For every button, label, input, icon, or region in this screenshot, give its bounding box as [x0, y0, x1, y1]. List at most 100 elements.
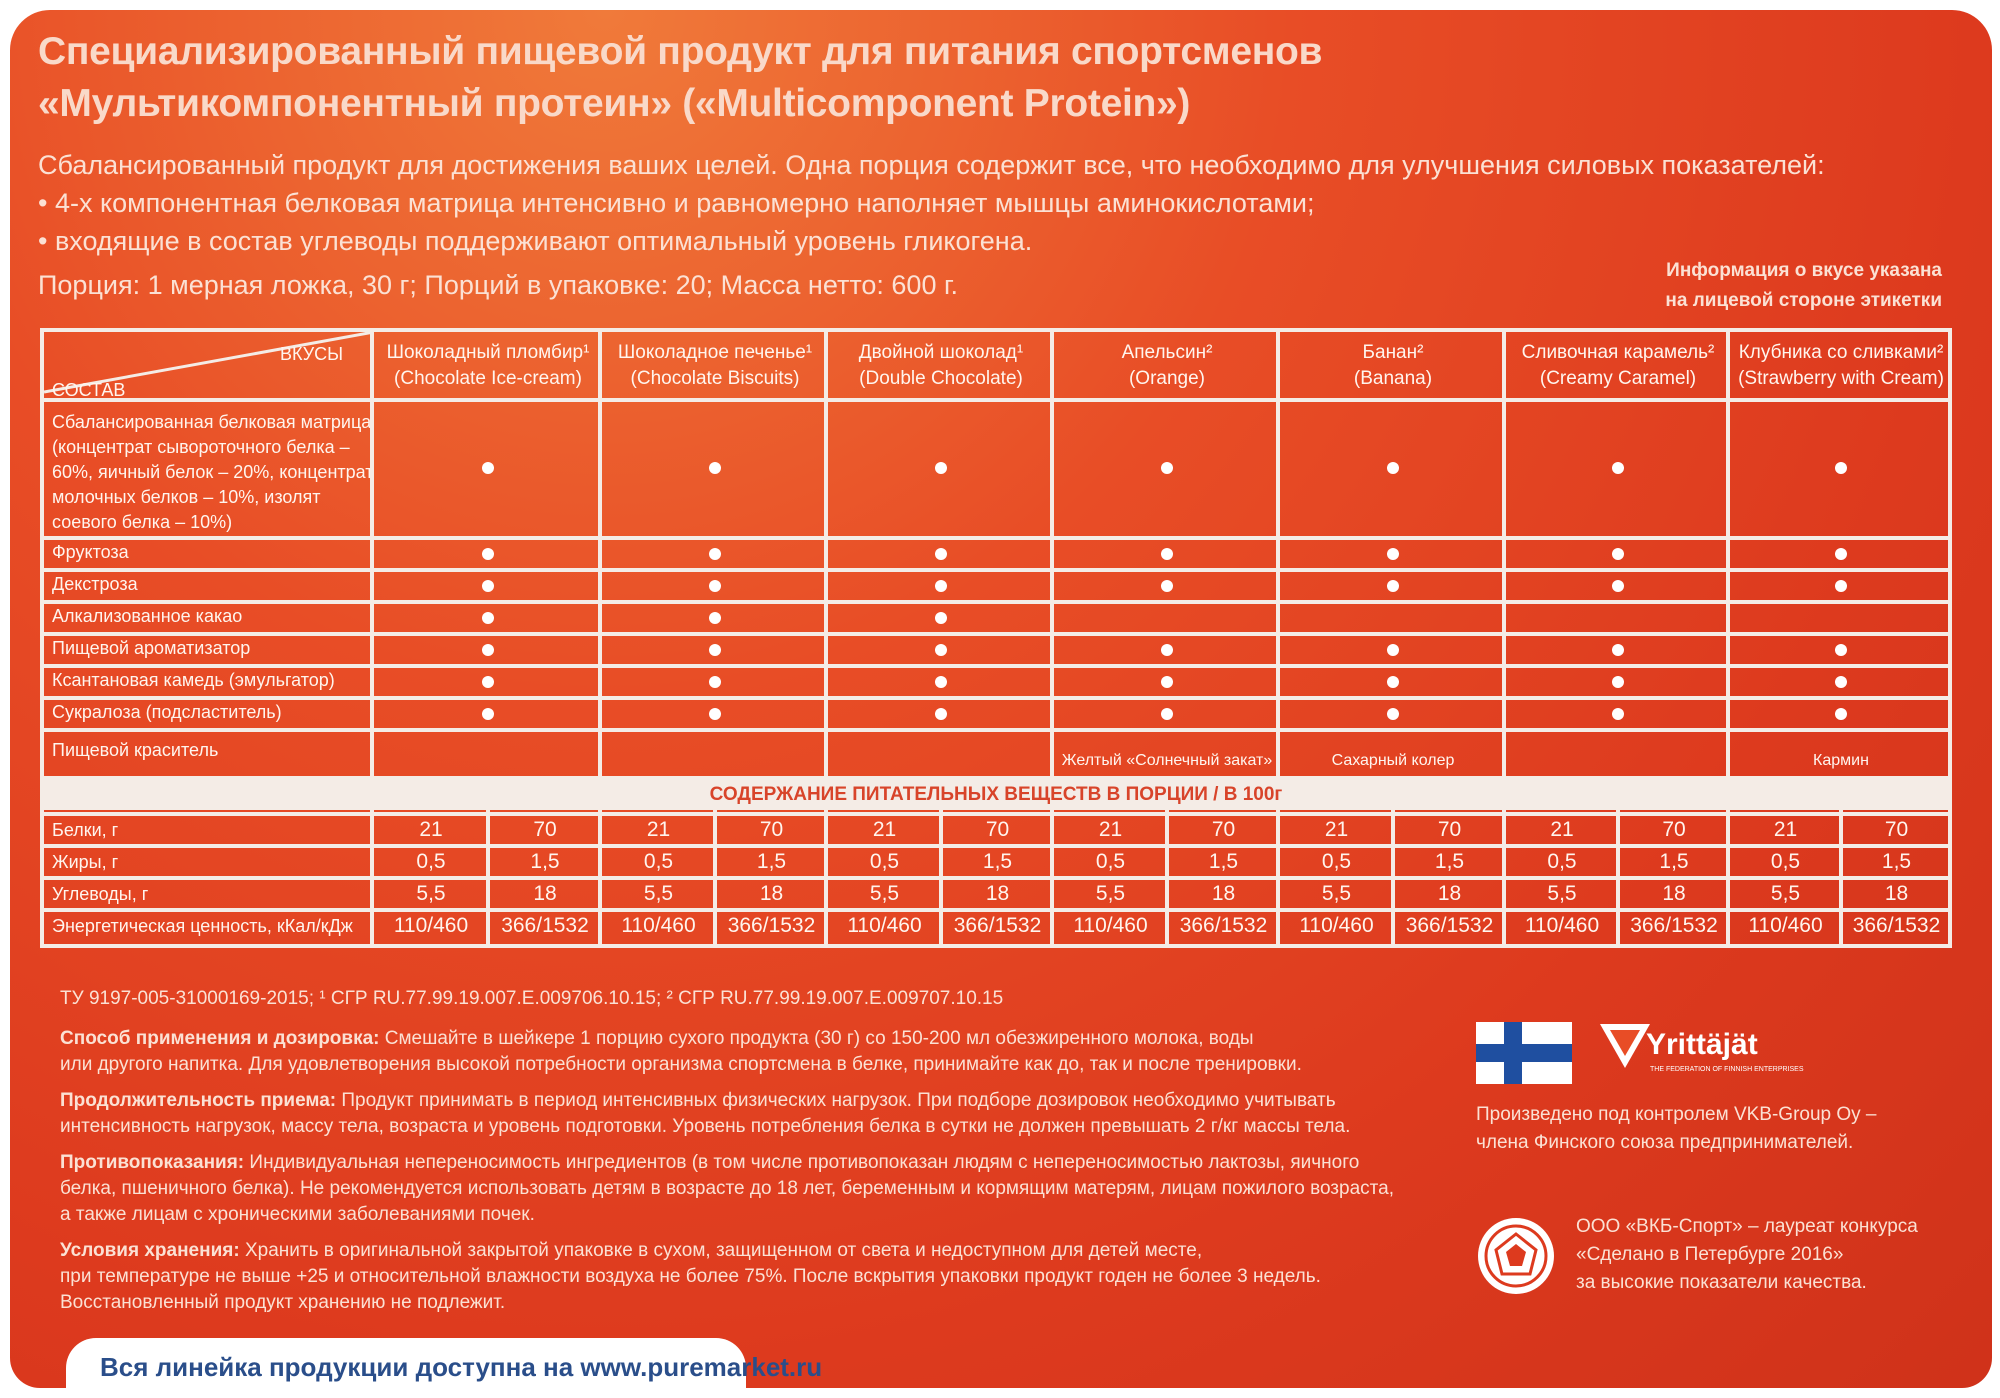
nutrition-per100-value: 70: [759, 818, 784, 841]
intro-line-3: • входящие в состав углеводы поддерживаю…: [38, 226, 1033, 256]
colorant-value: Желтый «Солнечный закат»: [1061, 752, 1273, 769]
nutrition-portion-value: 110/460: [1524, 914, 1600, 937]
presence-dot: [1612, 644, 1624, 656]
presence-dot: [1835, 462, 1847, 474]
presence-dot: [709, 644, 721, 656]
nutrition-per100-value: 1,5: [1208, 850, 1239, 873]
nutrition-portion-value: 110/460: [1748, 914, 1823, 937]
nutrition-per100-value: 18: [985, 882, 1010, 905]
grid-hline: [40, 632, 1952, 636]
nutrition-per100-value: 366/1532: [501, 914, 589, 937]
flavor-header-en: (Orange): [1128, 368, 1206, 389]
grid-vline: [824, 328, 828, 780]
presence-dot: [1835, 676, 1847, 688]
title-line-1: Специализированный пищевой продукт для п…: [38, 30, 1323, 73]
nutrition-per100-value: 18: [1884, 882, 1909, 905]
nutrition-per100-value: 70: [985, 818, 1010, 841]
nutrition-portion-value: 0,5: [869, 850, 900, 873]
presence-dot: [1161, 462, 1173, 474]
nutrition-label: Энергетическая ценность, кКал/кДж: [52, 916, 353, 936]
nutrition-per100-value: 1,5: [1881, 850, 1912, 873]
storage-text-2: при температуре не выше +25 и относитель…: [60, 1266, 1321, 1287]
presence-dot: [709, 580, 721, 592]
presence-dot: [1161, 676, 1173, 688]
colorant-value: Кармин: [1813, 752, 1869, 769]
nutrition-per100-value: 366/1532: [727, 914, 816, 937]
grid-vline: [1276, 810, 1280, 948]
grid-hline: [40, 536, 1952, 540]
nutrition-portion-value: 21: [872, 818, 897, 841]
nutrition-portion-value: 110/460: [1299, 914, 1374, 937]
duration-block: Продолжительность приема: Продукт приним…: [60, 1088, 1350, 1140]
nutrition-per100-value: 1,5: [1434, 850, 1465, 873]
presence-dot: [935, 644, 947, 656]
yrittajat-subtitle: THE FEDERATION OF FINNISH ENTERPRISES: [1650, 1066, 1804, 1073]
ingredient-label: Пищевой ароматизатор: [52, 638, 251, 658]
website-link[interactable]: Вся линейка продукции доступна на www.pu…: [100, 1352, 823, 1382]
grid-vline: [1502, 810, 1506, 948]
yrittajat-logo-icon: [1600, 1024, 1650, 1068]
nutrition-per100-value: 366/1532: [953, 914, 1042, 937]
nutrition-portion-value: 110/460: [621, 914, 696, 937]
contraindications-block: Противопоказания: Индивидуальная неперен…: [60, 1150, 1394, 1228]
nutrition-per100-value: 18: [759, 882, 784, 905]
grid-vline: [370, 328, 374, 780]
intro-line-2: • 4-х компонентная белковая матрица инте…: [38, 188, 1315, 218]
nutrition-portion-value: 0,5: [643, 850, 674, 873]
presence-dot: [1161, 580, 1173, 592]
presence-dot: [482, 548, 494, 560]
flavor-header-en: (Chocolate Ice-cream): [394, 368, 582, 389]
ingredient-label: Сукралоза (подсластитель): [52, 702, 282, 722]
flavor-header-ru: Апельсин²: [1121, 342, 1213, 363]
grid-hline: [40, 398, 1952, 402]
nutrition-per100-value: 70: [1211, 818, 1236, 841]
presence-dot: [935, 612, 947, 624]
grid-vline: [486, 810, 490, 948]
grid-hline: [40, 568, 1952, 572]
grid-hline: [40, 844, 1952, 848]
contra-text-1: Индивидуальная непереносимость ингредиен…: [244, 1152, 1360, 1173]
presence-dot: [1387, 580, 1399, 592]
flavor-header-en: (Strawberry with Cream): [1738, 368, 1944, 389]
flavor-header-en: (Double Chocolate): [859, 368, 1023, 389]
storage-text-3: Восстановленный продукт хранению не подл…: [60, 1292, 506, 1313]
presence-dot: [1161, 548, 1173, 560]
nutrition-portion-value: 110/460: [393, 914, 469, 937]
presence-dot: [482, 676, 494, 688]
matrix-label-line: молочных белков – 10%, изолят: [52, 487, 321, 507]
taste-info-line-1: Информация о вкусе указана: [1666, 260, 1942, 281]
grid-hline: [40, 328, 1952, 332]
presence-dot: [935, 708, 947, 720]
matrix-label-line: соевого белка – 10%): [52, 512, 233, 532]
contra-text-2: белка, пшеничного белка). Не рекомендует…: [60, 1178, 1394, 1199]
nutrition-per100-value: 366/1532: [1405, 914, 1494, 937]
presence-dot: [1612, 548, 1624, 560]
flavor-header-ru: Шоколадный пломбир¹: [386, 342, 590, 363]
grid-vline: [1726, 810, 1730, 948]
grid-vline: [713, 810, 717, 948]
corner-composition-label: СОСТАВ: [52, 380, 126, 400]
nutrition-portion-value: 21: [646, 818, 671, 841]
nutrition-portion-value: 21: [419, 818, 443, 841]
nutrition-per100-value: 366/1532: [1630, 914, 1718, 937]
nutrition-portion-value: 5,5: [416, 882, 446, 905]
nutrition-portion-value: 0,5: [416, 850, 446, 873]
grid-vline: [939, 810, 943, 948]
presence-dot: [1387, 548, 1399, 560]
grid-vline: [1165, 810, 1169, 948]
grid-vline: [1948, 328, 1952, 948]
matrix-label-line: Сбалансированная белковая матрица: [52, 412, 372, 432]
website-banner: Вся линейка продукции доступна на www.pu…: [66, 1338, 822, 1388]
flavor-header-ru: Шоколадное печенье¹: [617, 342, 813, 363]
presence-dot: [709, 548, 721, 560]
grid-hline: [40, 664, 1952, 668]
colorant-label: Пищевой краситель: [52, 740, 219, 760]
nutrition-portion-value: 5,5: [1770, 882, 1801, 905]
flavor-header-en: (Creamy Caramel): [1539, 368, 1697, 389]
presence-dot: [1835, 708, 1847, 720]
nutrition-portion-value: 0,5: [1321, 850, 1352, 873]
presence-dot: [482, 644, 494, 656]
nutrition-portion-value: 110/460: [1073, 914, 1148, 937]
nutrition-per100-value: 70: [1884, 818, 1909, 841]
ingredient-label: Декстроза: [52, 574, 138, 594]
